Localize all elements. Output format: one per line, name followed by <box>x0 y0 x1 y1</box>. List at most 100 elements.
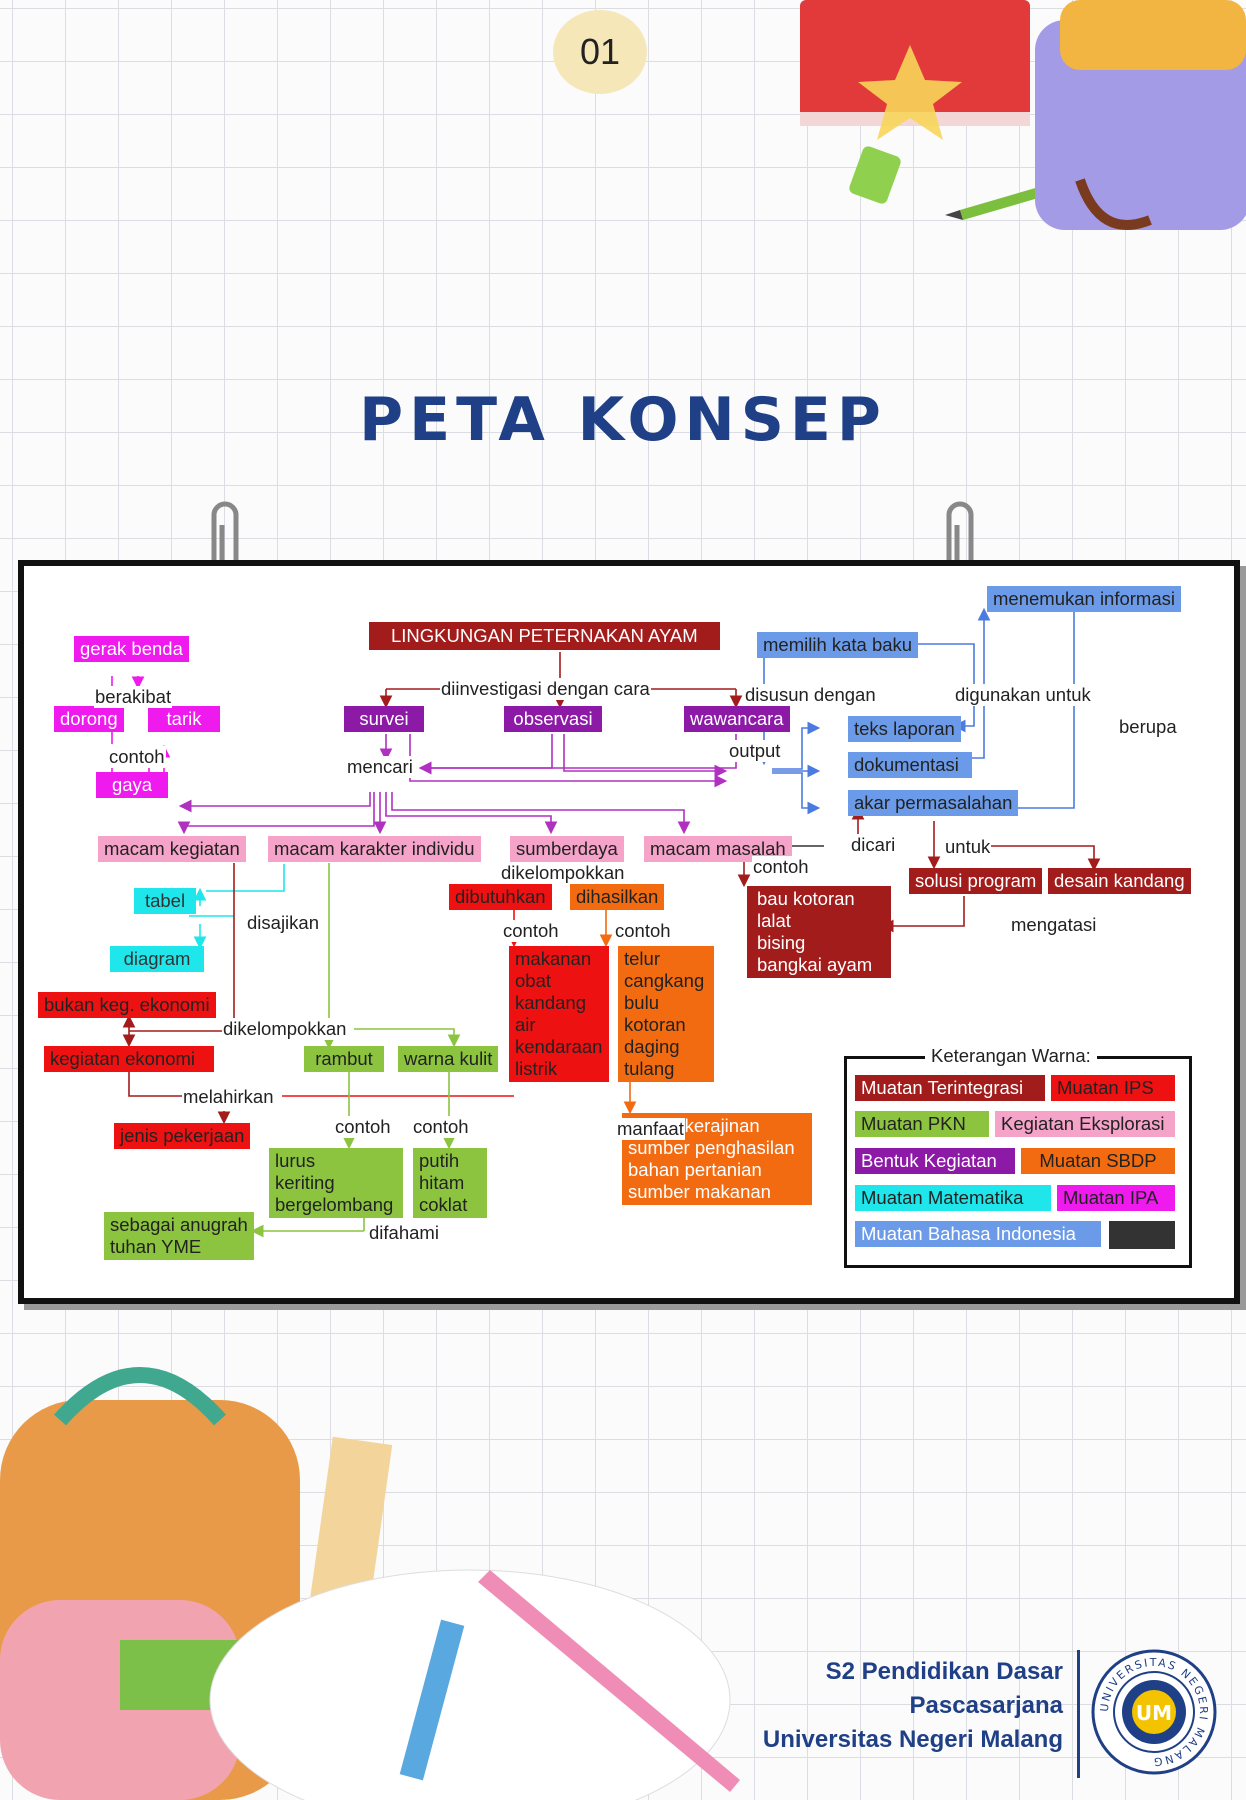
label-difahami: difahami <box>368 1222 440 1244</box>
label-melahirkan: melahirkan <box>182 1086 275 1108</box>
node-root: LINGKUNGAN PETERNAKAN AYAM <box>369 622 720 650</box>
node-gerak-benda: gerak benda <box>74 636 189 662</box>
node-kata-baku-label: memilih kata baku <box>763 634 913 655</box>
seal-initials: UM <box>1136 1701 1172 1725</box>
institution-footer: S2 Pendidikan Dasar Pascasarjana Univers… <box>763 1655 1063 1757</box>
node-menemukan: menemukan informasi <box>987 586 1181 612</box>
node-macam-kegiatan-label: macam kegiatan <box>104 838 240 859</box>
label-disajikan: disajikan <box>246 912 320 934</box>
legend-item-label: Muatan IPA <box>1063 1187 1159 1208</box>
notebook-illustration <box>209 1569 731 1800</box>
pencil-illustration <box>478 1570 740 1792</box>
page-title: PETA KONSEP <box>359 385 887 455</box>
ruler-illustration <box>307 1436 393 1624</box>
label-dikelompokkan-sd: dikelompokkan <box>500 862 626 884</box>
node-warna-kulit: warna kulit <box>398 1046 499 1072</box>
node-masalah-list: bau kotoran lalat bising bangkai ayam <box>747 886 891 978</box>
legend-item: Muatan Bahasa Indonesia <box>855 1221 1101 1247</box>
legend-item-label: Muatan SBDP <box>1039 1150 1157 1171</box>
legend-item-label: Muatan Terintegrasi <box>861 1077 1024 1098</box>
node-dihasilkan: dihasilkan <box>570 884 665 910</box>
node-kulit-contoh: putih hitam coklat <box>413 1148 487 1218</box>
node-menemukan-label: menemukan informasi <box>993 588 1175 609</box>
legend-item-label: Muatan Bahasa Indonesia <box>861 1223 1076 1244</box>
node-dihasilkan-label: dihasilkan <box>576 886 659 907</box>
node-dibutuhkan: dibutuhkan <box>449 884 552 910</box>
footer-line-2: Pascasarjana <box>909 1692 1063 1719</box>
label-contoh-gaya: contoh <box>108 746 166 768</box>
node-jenis-pekerjaan-label: jenis pekerjaan <box>120 1125 245 1146</box>
label-contoh-butuh: contoh <box>502 920 560 942</box>
label-contoh-masalah: contoh <box>752 856 810 878</box>
node-rambut-label: rambut <box>315 1048 373 1069</box>
node-wawancara-label: wawancara <box>690 708 784 729</box>
node-macam-karakter-label: macam karakter individu <box>274 838 475 859</box>
node-rambut: rambut <box>304 1046 384 1072</box>
node-sumberdaya-label: sumberdaya <box>516 838 618 859</box>
legend-item: Bentuk Kegiatan <box>855 1148 1015 1174</box>
footer-divider <box>1077 1650 1080 1778</box>
label-output: output <box>728 740 782 762</box>
node-root-label: LINGKUNGAN PETERNAKAN AYAM <box>391 625 698 646</box>
footer-line-1: S2 Pendidikan Dasar <box>825 1658 1063 1685</box>
label-dikelompokkan-keg: dikelompokkan <box>222 1018 348 1040</box>
sharpener-illustration <box>849 146 901 204</box>
node-anugrah: sebagai anugrah tuhan YME <box>104 1212 254 1260</box>
concept-map-board: LINGKUNGAN PETERNAKAN AYAM survei observ… <box>18 560 1240 1304</box>
node-bukan-ekonomi: bukan keg. ekonomi <box>38 992 216 1018</box>
node-dorong-label: dorong <box>60 708 118 729</box>
node-gaya-label: gaya <box>111 774 153 795</box>
label-contoh-rambut: contoh <box>334 1116 392 1138</box>
node-macam-masalah-label: macam masalah <box>650 838 786 859</box>
crayon-illustration <box>399 1619 465 1781</box>
legend-item: Muatan Matematika <box>855 1185 1051 1211</box>
node-bukan-ekonomi-label: bukan keg. ekonomi <box>44 994 210 1015</box>
node-kegiatan-ekonomi: kegiatan ekonomi <box>44 1046 214 1072</box>
star-illustration <box>858 45 962 140</box>
label-digunakan: digunakan untuk <box>954 684 1092 706</box>
node-akar-label: akar permasalahan <box>854 792 1013 813</box>
legend-item: Muatan IPS <box>1051 1075 1175 1101</box>
node-gaya: gaya <box>96 772 168 798</box>
label-berakibat: berakibat <box>94 686 173 708</box>
label-mengatasi: mengatasi <box>1010 914 1098 936</box>
color-legend: Keterangan Warna: Muatan Terintegrasi Mu… <box>844 1045 1192 1268</box>
legend-item: Muatan Terintegrasi <box>855 1075 1045 1101</box>
node-tarik: tarik <box>148 706 220 732</box>
node-gerak-benda-label: gerak benda <box>80 638 183 659</box>
node-warna-kulit-label: warna kulit <box>404 1048 493 1069</box>
legend-item-label: Muatan PKN <box>861 1113 966 1134</box>
label-mencari: mencari <box>346 756 414 778</box>
legend-item: Muatan SBDP <box>1021 1148 1175 1174</box>
label-untuk: untuk <box>944 836 992 858</box>
node-dorong: dorong <box>54 706 124 732</box>
legend-swatch-dark <box>1109 1221 1175 1249</box>
label-manfaat: manfaat <box>616 1118 685 1140</box>
legend-title: Keterangan Warna: <box>925 1045 1097 1067</box>
node-solusi: solusi program <box>909 868 1043 894</box>
legend-item: Muatan IPA <box>1057 1185 1175 1211</box>
label-berupa: berupa <box>1118 716 1178 738</box>
node-teks-laporan-label: teks laporan <box>854 718 955 739</box>
node-teks-laporan: teks laporan <box>848 716 961 742</box>
legend-item-label: Bentuk Kegiatan <box>861 1150 997 1171</box>
label-contoh-hasil: contoh <box>614 920 672 942</box>
label-contoh-kulit: contoh <box>412 1116 470 1138</box>
node-macam-kegiatan: macam kegiatan <box>98 836 246 862</box>
stationery-decoration-top <box>800 0 1246 230</box>
node-solusi-label: solusi program <box>915 870 1037 891</box>
node-rambut-contoh: lurus keriting bergelombang <box>269 1148 403 1218</box>
label-dicari: dicari <box>850 834 897 856</box>
node-diagram: diagram <box>110 946 204 972</box>
node-survei: survei <box>344 706 424 732</box>
node-dokumentasi-label: dokumentasi <box>854 754 959 775</box>
label-diinvestigasi: diinvestigasi dengan cara <box>440 678 651 700</box>
backpack-decoration-bottom <box>0 1367 740 1800</box>
node-tabel: tabel <box>134 888 196 914</box>
node-diagram-label: diagram <box>123 948 191 969</box>
node-wawancara: wawancara <box>684 706 790 732</box>
legend-item: Muatan PKN <box>855 1111 989 1137</box>
backpack-illustration <box>1035 0 1246 230</box>
legend-item-label: Muatan Matematika <box>861 1187 1024 1208</box>
page-number-badge: 01 <box>553 10 647 94</box>
